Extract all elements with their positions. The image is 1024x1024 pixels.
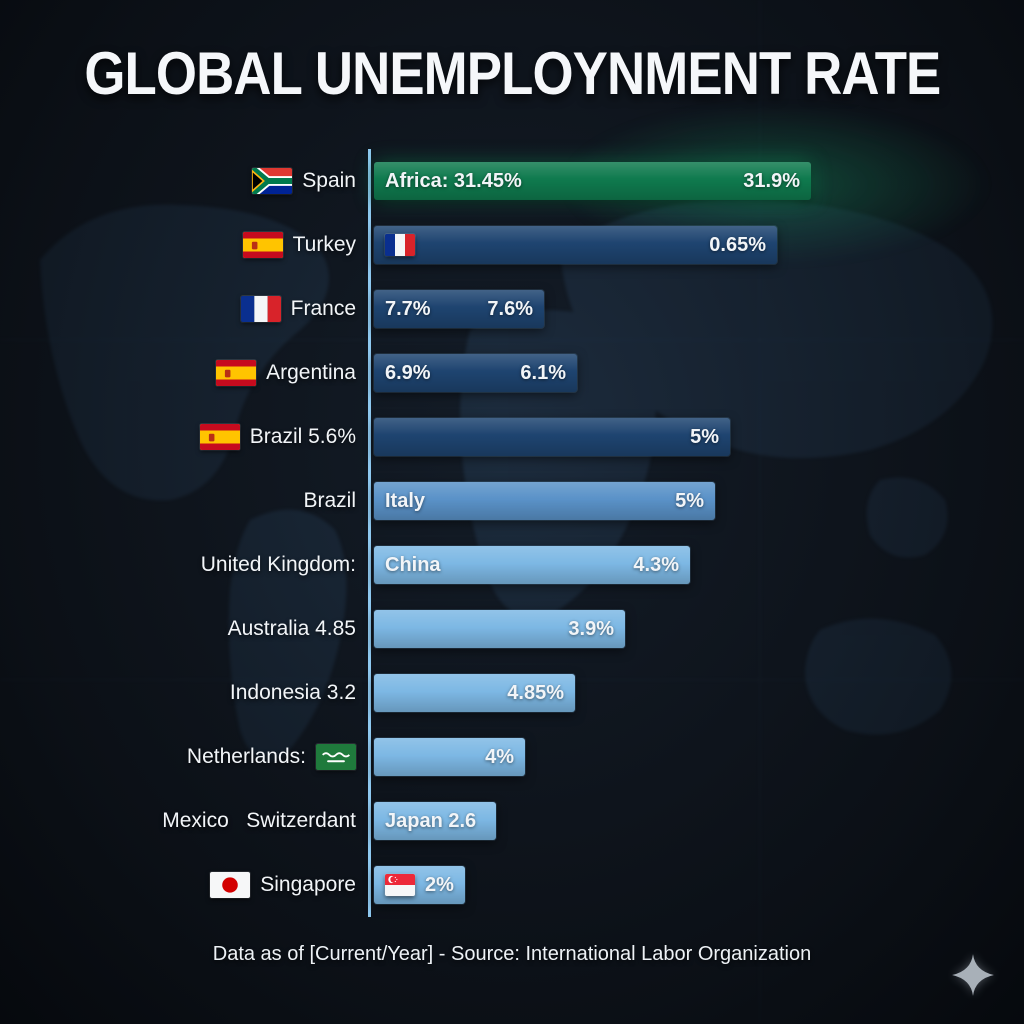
bar-track: 5% bbox=[368, 405, 1024, 469]
bar: 5% bbox=[374, 418, 730, 456]
bar: China 4.3% bbox=[374, 546, 690, 584]
bar: 2% bbox=[374, 866, 465, 904]
row-label: France bbox=[290, 297, 356, 320]
row-label-cell: Brazil bbox=[0, 489, 368, 513]
sparkle-icon bbox=[950, 952, 996, 998]
row-label-cell: Spain bbox=[0, 168, 368, 194]
bar-track: 3.9% bbox=[368, 597, 1024, 661]
bar-track: Japan 2.6 bbox=[368, 789, 1024, 853]
bar-value-right: 5% bbox=[675, 489, 704, 512]
row-label-cell: Brazil 5.6% bbox=[0, 424, 368, 450]
row-label-cell: Indonesia 3.2 bbox=[0, 681, 368, 705]
bar-left-group: Africa: 31.45% bbox=[385, 170, 522, 193]
bar-left-group: 2% bbox=[385, 874, 454, 897]
france-flag-icon bbox=[240, 296, 281, 322]
chart-row-12: Singapore 2% bbox=[0, 853, 1024, 917]
row-label-cell: Australia 4.85 bbox=[0, 617, 368, 641]
bar-value-right: 7.6% bbox=[487, 297, 533, 320]
page-title: GLOBAL UNEMPLOYNMENT RATE bbox=[83, 40, 941, 107]
bar: 6.9% 6.1% bbox=[374, 354, 577, 392]
chart-row-4: Argentina 6.9% 6.1% bbox=[0, 341, 1024, 405]
bar-track: Africa: 31.45% 31.9% bbox=[368, 149, 1024, 213]
row-label-cell: Netherlands: bbox=[0, 744, 368, 770]
bar-chart: Spain Africa: 31.45% 31.9% Turkey 0.65% Franc… bbox=[0, 149, 1024, 917]
bar-left-group: Italy bbox=[385, 490, 425, 513]
singapore-flag-icon bbox=[385, 874, 415, 896]
chart-row-1: Spain Africa: 31.45% 31.9% bbox=[0, 149, 1024, 213]
bar-value-right: 4.85% bbox=[507, 681, 564, 704]
bar-value-right: 4.3% bbox=[633, 553, 679, 576]
bar: 4% bbox=[374, 738, 525, 776]
bar: 4.85% bbox=[374, 674, 575, 712]
chart-row-5: Brazil 5.6% 5% bbox=[0, 405, 1024, 469]
row-label: Netherlands: bbox=[186, 745, 306, 768]
bar-track: 2% bbox=[368, 853, 1024, 917]
saudi-arabia-flag-icon bbox=[316, 744, 356, 770]
row-label-cell: France bbox=[0, 296, 368, 322]
bar-value-left: 7.7% bbox=[385, 297, 431, 320]
bar-track: Italy 5% bbox=[368, 469, 1024, 533]
row-label: Argentina bbox=[266, 361, 356, 384]
bar-track: 4.85% bbox=[368, 661, 1024, 725]
bar-value-left: Africa: 31.45% bbox=[385, 169, 522, 192]
south-africa-flag-icon bbox=[252, 168, 293, 194]
row-label-cell: Turkey bbox=[0, 232, 368, 258]
spain-flag-icon bbox=[242, 232, 283, 258]
bar: 0.65% bbox=[374, 226, 777, 264]
row-label: Singapore bbox=[260, 873, 356, 896]
row-label: Australia 4.85 bbox=[227, 617, 356, 640]
bar-left-group: Japan 2.6 bbox=[385, 810, 476, 833]
france-flag-icon bbox=[385, 234, 415, 256]
japan-flag-icon bbox=[210, 872, 251, 898]
bar: Italy 5% bbox=[374, 482, 715, 520]
row-label-cell: Mexico Switzerdant bbox=[0, 809, 368, 833]
chart-row-10: Netherlands: 4% bbox=[0, 725, 1024, 789]
row-label: Spain bbox=[302, 169, 356, 192]
bar: 7.7% 7.6% bbox=[374, 290, 544, 328]
row-label-cell: Argentina bbox=[0, 360, 368, 386]
bar: Japan 2.6 bbox=[374, 802, 496, 840]
row-label-cell: United Kingdom: bbox=[0, 553, 368, 577]
chart-row-6: Brazil Italy 5% bbox=[0, 469, 1024, 533]
bar-value-right: 31.9% bbox=[743, 169, 800, 192]
bar-track: 4% bbox=[368, 725, 1024, 789]
row-label: Mexico Switzerdant bbox=[162, 809, 356, 832]
bar-left-group: China bbox=[385, 554, 441, 577]
row-label: United Kingdom: bbox=[200, 553, 356, 576]
chart-row-9: Indonesia 3.2 4.85% bbox=[0, 661, 1024, 725]
bar-value-right: 5% bbox=[690, 425, 719, 448]
chart-row-11: Mexico Switzerdant Japan 2.6 bbox=[0, 789, 1024, 853]
row-label: Brazil 5.6% bbox=[249, 425, 356, 448]
bar-track: 6.9% 6.1% bbox=[368, 341, 1024, 405]
chart-row-2: Turkey 0.65% bbox=[0, 213, 1024, 277]
bar-value-right: 0.65% bbox=[709, 233, 766, 256]
bar: Africa: 31.45% 31.9% bbox=[374, 162, 811, 200]
bar-value-left: Japan 2.6 bbox=[385, 809, 477, 832]
row-label-cell: Singapore bbox=[0, 872, 368, 898]
bar-left-group: 6.9% bbox=[385, 362, 431, 385]
row-label: Indonesia 3.2 bbox=[229, 681, 356, 704]
row-label: Turkey bbox=[292, 233, 356, 256]
chart-row-3: France 7.7% 7.6% bbox=[0, 277, 1024, 341]
row-label: Brazil bbox=[303, 489, 356, 512]
bar-value-right: 6.1% bbox=[520, 361, 566, 384]
bar-value-left: 2% bbox=[425, 873, 454, 896]
bar: 3.9% bbox=[374, 610, 625, 648]
bar-track: China 4.3% bbox=[368, 533, 1024, 597]
chart-row-7: United Kingdom: China 4.3% bbox=[0, 533, 1024, 597]
bar-value-right: 3.9% bbox=[568, 617, 614, 640]
bar-value-left: Italy bbox=[385, 489, 426, 512]
bar-value-left: 6.9% bbox=[385, 361, 431, 384]
bar-track: 7.7% 7.6% bbox=[368, 277, 1024, 341]
bar-left-group: 7.7% bbox=[385, 298, 431, 321]
spain-flag-icon bbox=[216, 360, 257, 386]
bar-value-right: 4% bbox=[485, 745, 514, 768]
bar-value-left: China bbox=[385, 553, 441, 576]
data-source-caption: Data as of [Current/Year] - Source: Inte… bbox=[212, 943, 812, 965]
bar-left-group bbox=[385, 234, 415, 256]
bar-track: 0.65% bbox=[368, 213, 1024, 277]
chart-row-8: Australia 4.85 3.9% bbox=[0, 597, 1024, 661]
spain-flag-icon bbox=[199, 424, 240, 450]
